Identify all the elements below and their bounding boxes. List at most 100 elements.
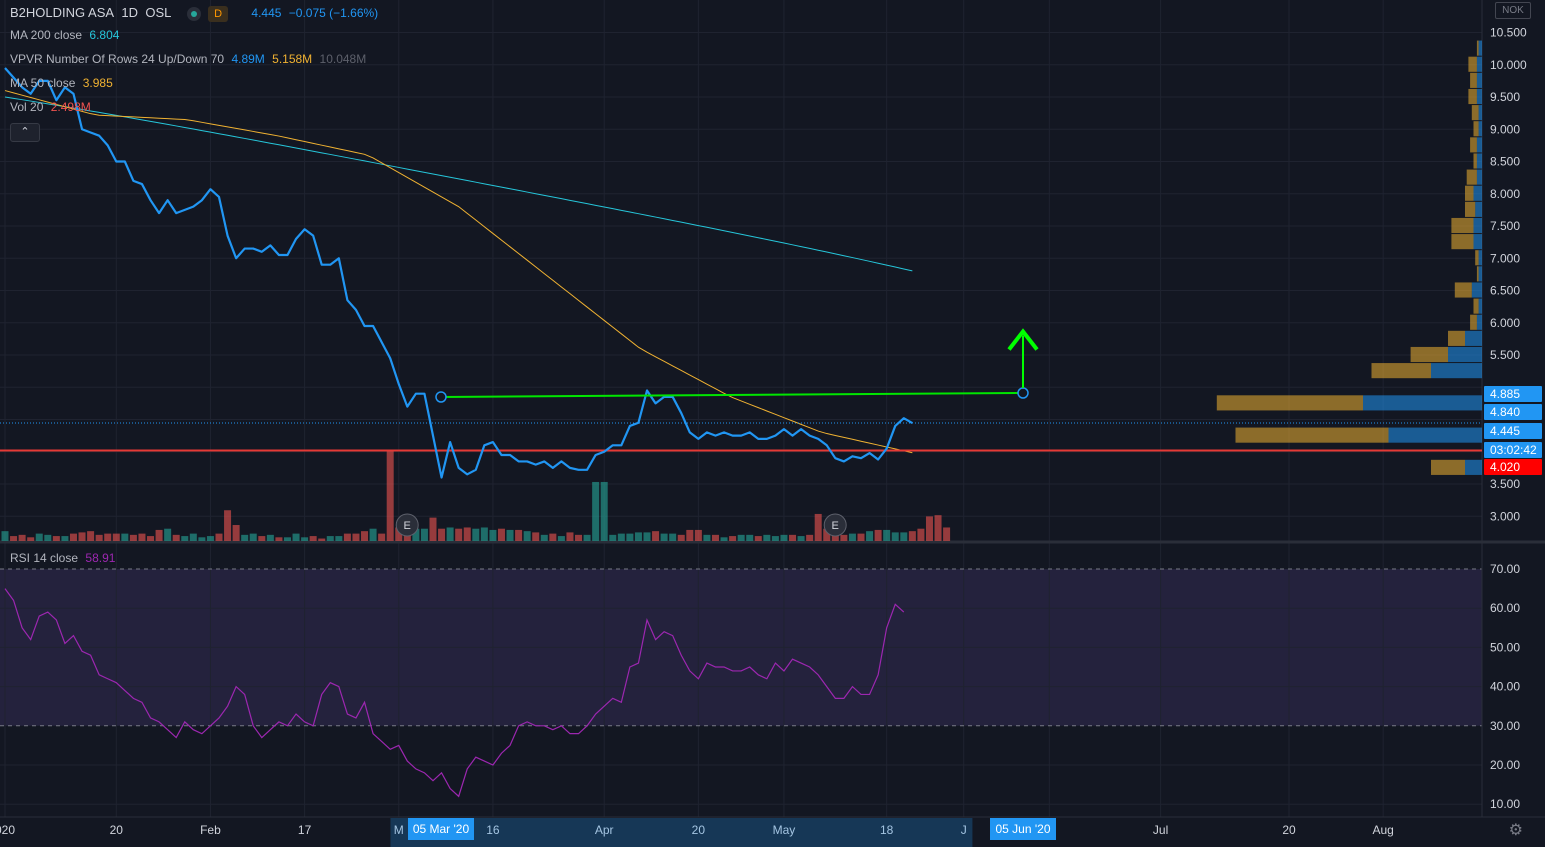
collapse-legend-button[interactable]: ⌃ — [10, 123, 40, 142]
rsi-axis-tick: 20.00 — [1490, 758, 1520, 772]
price-axis-label: 4.840 — [1490, 405, 1520, 419]
volume-bar — [412, 528, 420, 541]
volume-bar — [720, 537, 728, 541]
volume-bar — [352, 533, 360, 541]
breakout-arrow-head — [1007, 328, 1039, 351]
time-axis-tick: 18 — [880, 823, 894, 837]
price-axis-label: 4.445 — [1490, 424, 1520, 438]
symbol-legend: B2HOLDING ASA 1D OSL D 4.445 −0.075 (−1.… — [10, 5, 382, 22]
volume-bar — [35, 533, 43, 541]
volume-bar — [87, 531, 95, 541]
volume-bar — [326, 536, 334, 541]
vpvr-up-bar — [1478, 298, 1482, 314]
volume-bar — [874, 529, 882, 541]
volume-bar — [883, 529, 891, 541]
volume-bar — [224, 510, 232, 541]
volume-bar — [566, 532, 574, 541]
price-axis-tick: 3.500 — [1490, 477, 1520, 491]
vpvr-legend[interactable]: VPVR Number Of Rows 24 Up/Down 70 4.89M … — [10, 52, 370, 66]
volume-bar — [891, 532, 899, 541]
volume-bar — [395, 527, 403, 541]
volume-bar — [318, 538, 326, 541]
price-axis-label-bg — [1484, 423, 1542, 439]
interval-label[interactable]: 1D — [121, 5, 139, 20]
price-axis-tick: 7.000 — [1490, 251, 1520, 265]
volume-bar — [908, 531, 916, 541]
price-axis-tick: 6.500 — [1490, 284, 1520, 298]
currency-badge: NOK — [1495, 2, 1531, 19]
volume-bar — [669, 533, 677, 541]
vpvr-up-bar — [1473, 234, 1482, 250]
price-axis-tick: 9.500 — [1490, 90, 1520, 104]
rsi-axis-tick: 70.00 — [1490, 562, 1520, 576]
volume-bar — [164, 528, 172, 541]
vpvr-down-bar — [1431, 459, 1465, 475]
trendline-handle — [435, 391, 447, 403]
volume-bar — [789, 534, 797, 541]
volume-label: Vol 20 — [10, 100, 44, 114]
volume-bar — [275, 537, 283, 541]
gear-icon[interactable]: ⚙ — [1508, 822, 1523, 839]
time-axis-tick: Feb — [200, 823, 221, 837]
time-highlight-label-bg — [990, 818, 1056, 840]
price-axis-label-bg — [1484, 459, 1542, 475]
ma50-legend[interactable]: MA 50 close 3.985 — [10, 76, 117, 90]
rsi-label: RSI 14 close — [10, 551, 79, 565]
vpvr-down-bar — [1476, 40, 1479, 56]
volume-bar — [634, 532, 642, 541]
time-axis-tick: Jul — [1153, 823, 1168, 837]
volume-bar — [686, 529, 694, 541]
rsi-legend[interactable]: RSI 14 close 58.91 — [10, 551, 119, 565]
vpvr-up-bar — [1475, 201, 1482, 217]
volume-bar — [643, 532, 651, 541]
price-line — [4, 67, 913, 479]
volume-bar — [112, 533, 120, 541]
volume-bar — [266, 534, 274, 541]
time-highlight-label: 05 Mar '20 — [413, 822, 470, 836]
volume-bar — [249, 533, 257, 541]
vpvr-label: VPVR Number Of Rows 24 Up/Down 70 — [10, 52, 225, 66]
ma200-legend[interactable]: MA 200 close 6.804 — [10, 28, 123, 42]
volume-bar — [848, 533, 856, 541]
volume-bar — [10, 536, 18, 541]
volume-legend[interactable]: Vol 20 2.498M — [10, 100, 95, 114]
volume-bar — [925, 516, 933, 541]
volume-bar — [232, 525, 240, 541]
volume-bar — [780, 534, 788, 541]
volume-bar — [147, 536, 155, 541]
vpvr-down-bar — [1468, 56, 1477, 72]
earnings-marker — [395, 513, 419, 537]
rsi-axis-tick: 10.00 — [1490, 797, 1520, 811]
volume-bar — [746, 534, 754, 541]
volume-bar — [215, 533, 223, 541]
volume-bar — [652, 531, 660, 541]
volume-bar — [292, 533, 300, 541]
vpvr-down-bar — [1470, 72, 1477, 88]
volume-bar — [515, 529, 523, 541]
price-axis-label-bg — [1484, 404, 1542, 420]
volume-bar — [189, 533, 197, 541]
volume-bar — [660, 533, 668, 541]
volume-bar — [797, 536, 805, 541]
price-axis-label: 4.020 — [1490, 460, 1520, 474]
rsi-line — [4, 588, 905, 798]
vpvr-up: 4.89M — [231, 52, 265, 66]
volume-bar — [463, 527, 471, 541]
volume-bar — [806, 534, 814, 541]
volume-bar — [617, 533, 625, 541]
vpvr-down-bar — [1475, 250, 1479, 266]
volume-bar — [446, 527, 454, 541]
volume-bar — [472, 528, 480, 541]
vpvr-down-bar — [1451, 217, 1474, 234]
vpvr-down-bar — [1410, 346, 1448, 363]
volume-bar — [857, 533, 865, 541]
time-highlight-label-bg — [408, 818, 474, 840]
time-highlight-label: 05 Jun '20 — [995, 822, 1050, 836]
volume-bar — [27, 537, 35, 541]
symbol-name[interactable]: B2HOLDING ASA — [10, 5, 115, 20]
volume-bar — [703, 534, 711, 541]
time-axis-tick: May — [773, 823, 796, 837]
volume-bar — [455, 528, 463, 541]
rsi-axis-tick: 40.00 — [1490, 680, 1520, 694]
